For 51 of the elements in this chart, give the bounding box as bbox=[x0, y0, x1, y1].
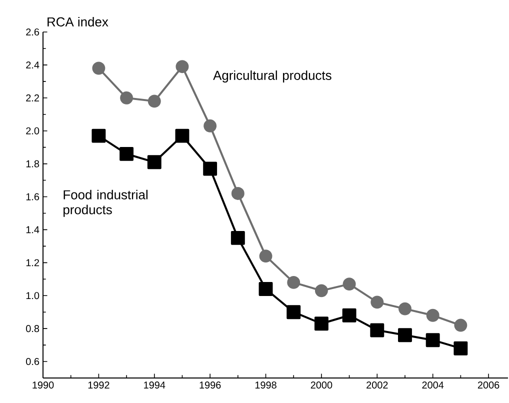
point bbox=[454, 341, 468, 356]
point bbox=[286, 305, 301, 320]
point bbox=[147, 155, 162, 170]
y-tick-label: 1.4 bbox=[26, 226, 40, 234]
point bbox=[175, 128, 190, 143]
point bbox=[342, 308, 356, 322]
x-tick-label: 2006 bbox=[478, 382, 500, 389]
x-tick-label: 1990 bbox=[32, 382, 54, 389]
point bbox=[120, 146, 134, 161]
y-tick-label: 1.8 bbox=[26, 160, 40, 168]
point bbox=[370, 296, 384, 309]
series-label: Agricultural products bbox=[213, 70, 332, 83]
point bbox=[287, 276, 300, 289]
point bbox=[426, 308, 440, 322]
x-tick-label: 2000 bbox=[310, 382, 332, 389]
y-tick-label: 1.6 bbox=[26, 193, 40, 200]
point bbox=[398, 328, 412, 342]
series-label: Food industrial products bbox=[64, 190, 148, 217]
point bbox=[92, 128, 106, 143]
point bbox=[454, 318, 468, 332]
point bbox=[231, 186, 244, 200]
point bbox=[92, 62, 106, 75]
point bbox=[258, 282, 273, 296]
point bbox=[370, 323, 384, 338]
point bbox=[204, 119, 217, 132]
y-tick-label: 0.6 bbox=[26, 358, 40, 366]
point bbox=[398, 302, 412, 316]
y-tick-label: 1.2 bbox=[26, 259, 39, 266]
point bbox=[259, 250, 272, 263]
y-tick-label: 0.8 bbox=[26, 325, 40, 332]
x-tick-label: 1996 bbox=[200, 382, 221, 389]
point bbox=[148, 94, 161, 108]
y-tick-label: 2.6 bbox=[26, 28, 40, 36]
point bbox=[314, 284, 328, 298]
point bbox=[176, 60, 189, 74]
point bbox=[203, 162, 218, 176]
point bbox=[230, 230, 245, 245]
x-tick-label: 1994 bbox=[144, 382, 166, 389]
point bbox=[314, 316, 328, 331]
y-tick-label: 2.0 bbox=[26, 127, 40, 134]
y-tick-label: 2.2 bbox=[26, 94, 39, 102]
point bbox=[426, 333, 440, 348]
x-tick-label: 2004 bbox=[422, 382, 444, 389]
y-axis-title: RCA index bbox=[48, 16, 108, 26]
point bbox=[120, 91, 134, 104]
y-tick-label: 2.4 bbox=[26, 61, 40, 68]
x-tick-label: 1998 bbox=[255, 382, 276, 389]
x-tick-label: 1992 bbox=[88, 382, 110, 389]
y-tick-label: 1.0 bbox=[26, 292, 40, 300]
x-tick-label: 2002 bbox=[366, 382, 388, 389]
point bbox=[342, 278, 356, 291]
